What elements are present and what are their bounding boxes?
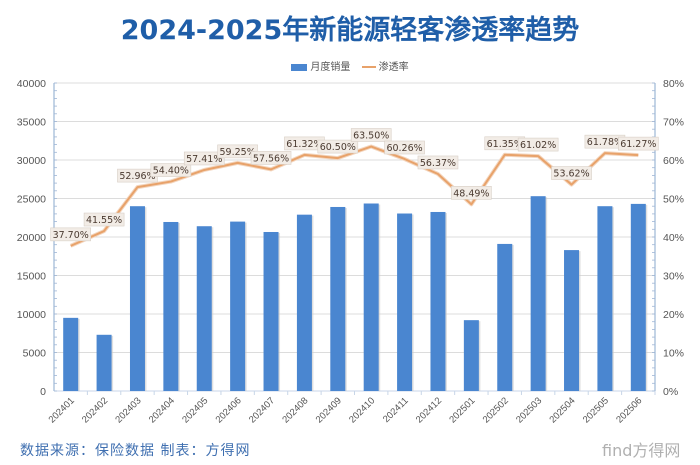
bar bbox=[630, 203, 646, 391]
data-label: 54.40% bbox=[153, 166, 189, 177]
x-tick-label: 202406 bbox=[214, 395, 244, 425]
y-left-tick-label: 5000 bbox=[23, 348, 47, 360]
watermark-logo: find方得网 bbox=[602, 441, 681, 460]
data-label: 60.50% bbox=[320, 142, 356, 153]
footer-source: 数据来源：保险数据 制表：方得网 bbox=[20, 443, 251, 459]
x-tick-label: 202408 bbox=[280, 395, 310, 425]
bar bbox=[96, 334, 112, 391]
y-left-tick-label: 40000 bbox=[17, 78, 46, 90]
bar bbox=[296, 214, 312, 391]
bar bbox=[63, 317, 79, 391]
y-right-tick-label: 0% bbox=[663, 386, 678, 398]
bar bbox=[397, 213, 413, 391]
data-label: 41.55% bbox=[86, 215, 122, 226]
x-tick-label: 202411 bbox=[381, 395, 411, 425]
y-right-tick-label: 70% bbox=[663, 117, 684, 129]
x-tick-label: 202502 bbox=[481, 395, 511, 425]
data-label-box bbox=[50, 227, 91, 242]
legend-item-rate: 渗透率 bbox=[361, 58, 409, 73]
bar bbox=[463, 320, 479, 391]
bar bbox=[230, 221, 246, 391]
x-tick-label: 202505 bbox=[581, 395, 611, 425]
bar bbox=[497, 243, 513, 391]
x-tick-label: 202409 bbox=[314, 395, 344, 425]
bar bbox=[564, 250, 580, 391]
legend-swatch-bar bbox=[291, 63, 308, 71]
data-label: 59.25% bbox=[220, 147, 256, 158]
legend-label-sales: 月度销量 bbox=[310, 62, 351, 73]
x-tick-label: 202407 bbox=[247, 395, 277, 425]
x-tick-label: 202503 bbox=[514, 395, 544, 425]
data-label: 61.35% bbox=[487, 139, 523, 150]
data-label: 37.70% bbox=[53, 230, 89, 241]
x-tick-label: 202501 bbox=[447, 395, 477, 425]
data-label-box bbox=[451, 186, 492, 200]
y-right-tick-label: 50% bbox=[663, 194, 684, 206]
data-label-box bbox=[551, 166, 592, 180]
data-label-box bbox=[417, 155, 459, 170]
x-tick-label: 202404 bbox=[147, 395, 177, 425]
data-label-box bbox=[150, 163, 192, 177]
data-label: 48.49% bbox=[453, 188, 489, 199]
y-left-tick-label: 15000 bbox=[17, 271, 46, 283]
bar bbox=[263, 231, 279, 391]
x-tick-label: 202405 bbox=[180, 395, 210, 425]
bar bbox=[330, 206, 346, 391]
y-right-tick-label: 30% bbox=[663, 271, 684, 283]
legend-label-rate: 渗透率 bbox=[378, 62, 409, 73]
data-label-box bbox=[350, 128, 392, 142]
data-label: 61.32% bbox=[286, 139, 322, 150]
y-right-tick-label: 60% bbox=[663, 155, 684, 167]
x-tick-label: 202504 bbox=[547, 395, 577, 425]
y-right-tick-label: 10% bbox=[663, 348, 684, 360]
x-tick-label: 202401 bbox=[47, 395, 77, 425]
data-label: 53.62% bbox=[553, 169, 589, 180]
bar bbox=[363, 203, 379, 391]
data-label-box bbox=[250, 151, 292, 165]
bar bbox=[597, 206, 613, 391]
x-tick-label: 202410 bbox=[347, 395, 377, 425]
data-label-box bbox=[517, 137, 559, 152]
legend-item-sales: 月度销量 bbox=[291, 58, 350, 73]
data-label: 61.27% bbox=[620, 139, 656, 150]
data-label-box bbox=[183, 151, 225, 166]
data-label: 57.41% bbox=[186, 154, 222, 165]
x-tick-label: 202506 bbox=[614, 395, 644, 425]
y-left-tick-label: 25000 bbox=[17, 194, 46, 206]
x-tick-label: 202402 bbox=[80, 395, 110, 425]
data-label-box bbox=[83, 212, 125, 227]
data-label: 63.50% bbox=[353, 131, 389, 142]
y-left-tick-label: 30000 bbox=[17, 155, 46, 167]
bar bbox=[129, 206, 145, 391]
data-label: 52.96% bbox=[119, 171, 155, 182]
bar bbox=[530, 196, 546, 391]
x-tick-label: 202412 bbox=[414, 395, 444, 425]
chart-title: 2024-2025年新能源轻客渗透率趋势 bbox=[120, 15, 580, 46]
y-left-tick-label: 0 bbox=[40, 386, 46, 398]
x-tick-label: 202403 bbox=[113, 395, 143, 425]
y-left-tick-label: 10000 bbox=[17, 309, 46, 321]
data-label: 60.26% bbox=[386, 143, 422, 154]
rate-line-glow bbox=[69, 144, 639, 248]
data-label: 56.37% bbox=[420, 158, 456, 169]
rate-line bbox=[70, 145, 639, 247]
legend: 月度销量 渗透率 bbox=[0, 58, 700, 73]
bar bbox=[430, 211, 446, 391]
bar bbox=[196, 226, 212, 391]
data-label: 61.78% bbox=[587, 137, 623, 148]
y-left-tick-label: 35000 bbox=[17, 117, 46, 129]
y-right-tick-label: 80% bbox=[663, 78, 684, 90]
data-label-box bbox=[618, 136, 659, 151]
data-label: 61.02% bbox=[520, 140, 556, 151]
data-label-box bbox=[384, 140, 425, 155]
legend-swatch-line bbox=[361, 66, 376, 68]
y-left-tick-label: 20000 bbox=[17, 232, 46, 244]
y-right-tick-label: 40% bbox=[663, 232, 684, 244]
bar bbox=[163, 221, 179, 391]
data-label: 57.56% bbox=[253, 153, 289, 164]
y-right-tick-label: 20% bbox=[663, 309, 684, 321]
data-label-box bbox=[317, 139, 359, 154]
